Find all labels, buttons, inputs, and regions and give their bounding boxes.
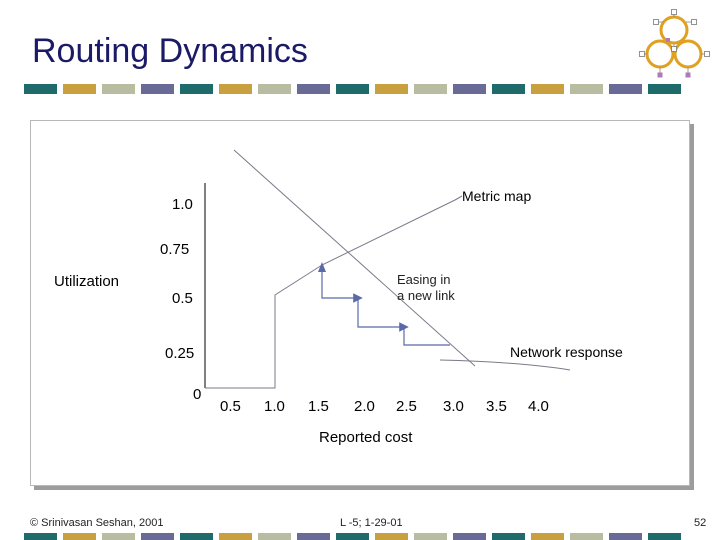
band-segment [375,84,408,94]
metric-map-label: Metric map [462,188,532,204]
y-tick-0-75: 0.75 [160,241,190,258]
easing-arrow-head [318,262,326,272]
band-segment [531,84,564,94]
band-segment [492,84,525,94]
band-segment [141,84,174,94]
band-segment [297,533,330,540]
network-response-label: Network response [510,344,623,360]
x-tick-1-5: 1.5 [308,398,329,415]
x-tick-2-5: 2.5 [396,398,417,415]
band-segment [258,533,291,540]
band-segment [375,533,408,540]
x-tick-3-0: 3.0 [443,398,464,415]
band-segment [24,533,57,540]
x-tick-0-5: 0.5 [220,398,241,415]
band-segment [453,84,486,94]
band-segment [297,84,330,94]
network-response-tail [454,195,463,201]
band-segment [258,84,291,94]
footer-lecture: L -5; 1-29-01 [340,517,403,529]
x-tick-4-0: 4.0 [528,398,549,415]
x-axis-label: Reported cost [319,429,413,446]
diagram-panel [30,120,690,486]
band-segment [219,533,252,540]
band-segment [24,84,57,94]
band-segment [414,84,447,94]
y-tick-1-0: 1.0 [172,196,193,213]
band-segment [609,533,642,540]
page-number: 52 [694,517,707,529]
band-segment [219,84,252,94]
band-segment [336,533,369,540]
y-tick-0: 0 [193,386,202,403]
footer-copyright: © Srinivasan Seshan, 2001 [30,517,164,529]
response-tail-line [439,359,571,371]
band-segment [609,84,642,94]
x-tick-1-0: 1.0 [264,398,285,415]
x-tick-2-0: 2.0 [354,398,375,415]
y-tick-0-5: 0.5 [172,290,193,307]
band-segment [570,84,603,94]
band-segment [570,533,603,540]
easing-label-line-1: Easing in [397,272,451,287]
easing-label: Easing in a new link [397,272,455,304]
band-segment [492,533,525,540]
slide-title: Routing Dynamics [32,32,308,70]
band-segment [648,84,681,94]
bottom-color-band [24,533,687,540]
band-segment [102,84,135,94]
metric-map-curve [233,149,476,367]
band-segment [414,533,447,540]
band-segment [180,84,213,94]
y-axis-label: Utilization [54,273,120,290]
band-segment [141,533,174,540]
band-segment [63,84,96,94]
band-segment [336,84,369,94]
easing-step-2 [357,298,409,332]
band-segment [102,533,135,540]
network-graph-logo-icon [639,9,710,78]
easing-label-line-2: a new link [397,288,455,303]
top-color-band [24,84,687,94]
band-segment [531,533,564,540]
x-tick-3-5: 3.5 [486,398,507,415]
easing-step-3 [403,327,450,346]
band-segment [453,533,486,540]
band-segment [63,533,96,540]
easing-step-1 [321,265,363,303]
band-segment [648,533,681,540]
y-tick-0-25: 0.25 [165,345,195,362]
band-segment [180,533,213,540]
